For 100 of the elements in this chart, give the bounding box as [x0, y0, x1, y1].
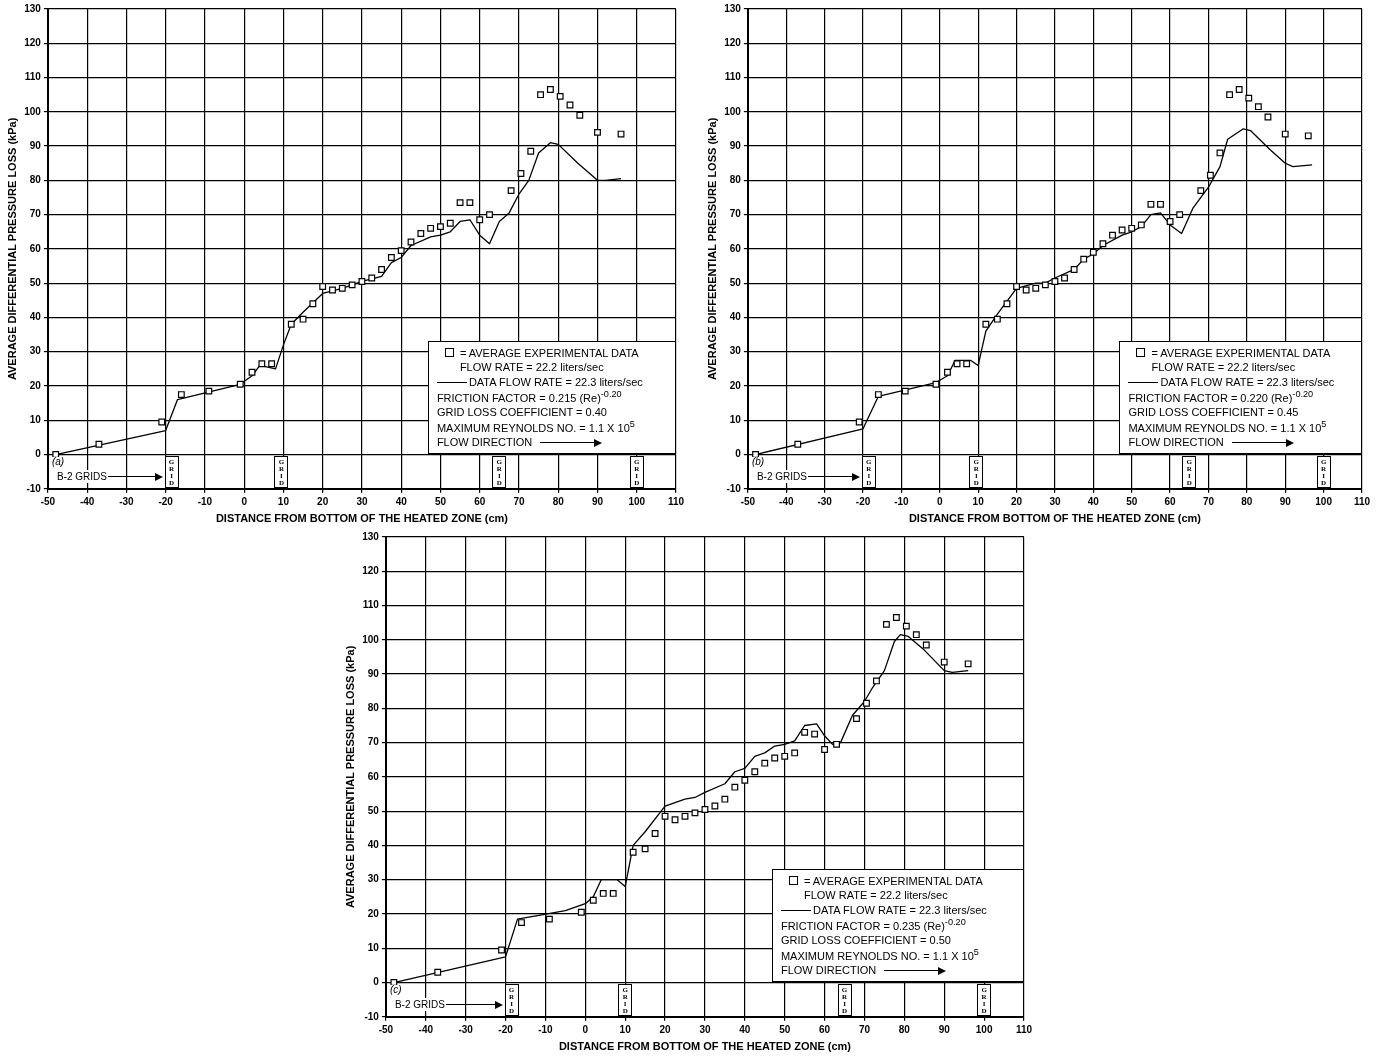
point [577, 908, 585, 916]
y-tick-label: 10 [29, 414, 42, 426]
point [486, 211, 493, 219]
point [434, 968, 442, 976]
annotation: FRICTION FACTOR = 0.235 (Re)$^{-0.20}$ [780, 916, 966, 932]
y-tick-label: 60 [729, 242, 742, 254]
point [437, 223, 444, 231]
point [1089, 248, 1097, 256]
y-tick-label: 70 [29, 208, 42, 220]
x-tick-label: -30 [817, 495, 833, 507]
point [761, 759, 769, 767]
point [731, 783, 739, 791]
point [791, 749, 799, 757]
y-tick-label: 120 [362, 565, 380, 577]
point [944, 368, 951, 376]
x-tick-label: -30 [458, 1023, 474, 1035]
point [387, 254, 395, 261]
x-tick-label: 10 [277, 495, 290, 507]
point [397, 247, 405, 255]
annotation: (b) [751, 456, 765, 468]
point [781, 752, 789, 760]
annotation: B-2 GRIDS [55, 469, 108, 483]
annotation: MAXIMUM REYNOLDS NO. = 1.1 X 10$^{5}$ [780, 947, 979, 962]
y-tick-label: 50 [729, 276, 742, 288]
x-tick-label: 30 [699, 1023, 711, 1035]
point [545, 915, 553, 923]
x-tick-label: -10 [894, 495, 910, 507]
point [609, 889, 617, 897]
x-tick-label: 80 [898, 1023, 911, 1035]
point [1176, 211, 1184, 219]
point [446, 219, 454, 227]
point [922, 641, 930, 649]
point [1099, 240, 1107, 248]
point [546, 86, 554, 93]
point [158, 418, 166, 426]
point [1254, 103, 1262, 111]
y-tick-label: 20 [29, 379, 42, 391]
point [691, 809, 699, 817]
legend-label: DATA FLOW RATE = 22.3 liters/sec [1160, 374, 1335, 389]
x-tick-label: 80 [1241, 495, 1253, 507]
point [1080, 255, 1088, 263]
point [319, 283, 327, 291]
point [671, 816, 679, 824]
point [1137, 221, 1145, 229]
x-tick-label: 10 [619, 1023, 632, 1035]
point [299, 315, 307, 323]
x-tick-label: -40 [79, 495, 95, 507]
x-tick-label: 100 [1315, 495, 1333, 507]
x-tick-label: 30 [1049, 495, 1061, 507]
point [1197, 187, 1205, 195]
x-axis-title: DISTANCE FROM BOTTOM OF THE HEATED ZONE (cm) [215, 512, 509, 525]
point [641, 845, 649, 853]
point [874, 391, 882, 398]
y-tick-label: 80 [29, 174, 42, 186]
x-tick-label: 110 [1015, 1023, 1033, 1035]
point [1003, 300, 1011, 308]
x-tick-label: 0 [582, 1023, 589, 1035]
x-tick-label: 50 [779, 1023, 791, 1035]
point [177, 391, 185, 398]
point [617, 130, 625, 138]
x-axis-title: DISTANCE FROM BOTTOM OF THE HEATED ZONE (cm) [558, 1040, 852, 1053]
point [329, 286, 336, 294]
y-tick-label: 10 [367, 942, 380, 954]
point [963, 360, 971, 368]
x-tick-label: -40 [418, 1023, 434, 1035]
x-tick-label: 60 [1164, 495, 1177, 507]
point [1166, 218, 1174, 225]
x-tick-label: 10 [972, 495, 985, 507]
point [417, 230, 425, 237]
point [1070, 266, 1078, 273]
point [1304, 132, 1312, 140]
annotation: FLOW DIRECTION [780, 964, 877, 977]
y-tick-label: 90 [729, 139, 742, 151]
x-tick-label: 20 [659, 1023, 672, 1035]
point [1245, 94, 1253, 102]
y-tick-label: 130 [724, 2, 742, 14]
y-tick-label: 0 [735, 448, 742, 460]
y-tick-label: 0 [35, 448, 42, 460]
x-tick-label: 90 [938, 1023, 951, 1035]
annotation: FRICTION FACTOR = 0.220 (Re)$^{-0.20}$ [1128, 388, 1314, 404]
y-tick-label: 60 [29, 242, 42, 254]
x-tick-label: 70 [513, 495, 525, 507]
point [309, 300, 317, 308]
y-axis-title: AVERAGE DIFFERENTIAL PRESSURE LOSS (kPa) [343, 645, 356, 909]
point [940, 658, 948, 666]
x-tick-label: 90 [591, 495, 604, 507]
point [982, 320, 990, 328]
point [892, 614, 900, 621]
point [1206, 171, 1214, 179]
legend-label: DATA FLOW RATE = 22.3 liters/sec [812, 902, 987, 917]
point [629, 848, 637, 856]
annotation: GRID LOSS COEFFICIENT = 0.50 [780, 933, 951, 946]
x-tick-label: 100 [628, 495, 646, 507]
point [1147, 200, 1155, 208]
point [378, 266, 385, 273]
y-tick-label: 50 [367, 804, 380, 816]
point [1051, 278, 1059, 285]
y-tick-label: -10 [726, 482, 742, 494]
annotation: B-2 GRIDS [755, 469, 808, 483]
annotation: GRID LOSS COEFFICIENT = 0.45 [1128, 405, 1299, 418]
